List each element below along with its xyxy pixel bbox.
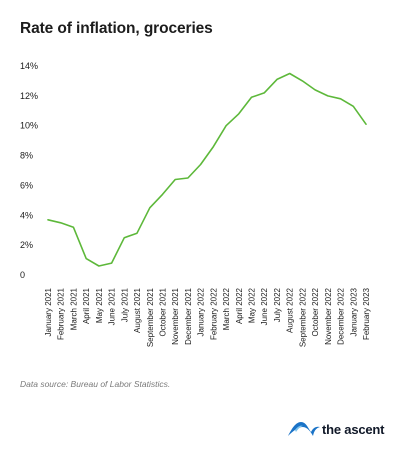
ascent-logo-icon <box>288 422 320 436</box>
x-axis-tick-labels: January 2021 February 2021 March 2021 April… <box>44 287 371 347</box>
x-tick-label: June 2022 <box>260 287 269 325</box>
y-axis-tick-labels: 0 2% 4% 6% 8% 10% 12% 14% <box>20 61 38 280</box>
y-tick-label: 12% <box>20 91 38 101</box>
x-tick-label: February 2023 <box>362 287 371 340</box>
x-tick-label: February 2022 <box>209 287 218 340</box>
x-tick-label: November 2021 <box>171 287 180 344</box>
x-tick-label: August 2022 <box>286 287 295 332</box>
y-tick-label: 0 <box>20 270 25 280</box>
x-tick-label: November 2022 <box>324 287 333 344</box>
x-tick-label: August 2021 <box>133 287 142 332</box>
x-tick-label: June 2021 <box>108 287 117 325</box>
inflation-series-line <box>47 72 367 267</box>
x-tick-label: May 2022 <box>248 287 257 323</box>
x-tick-label: September 2022 <box>298 287 307 347</box>
x-tick-label: September 2021 <box>146 287 155 347</box>
data-source-note: Data source: Bureau of Labor Statistics. <box>20 379 171 389</box>
y-tick-label: 4% <box>20 210 33 220</box>
x-tick-label: December 2021 <box>184 287 193 344</box>
brand-name: the ascent <box>322 421 385 437</box>
x-tick-label: April 2021 <box>82 287 91 324</box>
y-tick-label: 10% <box>20 121 38 131</box>
x-tick-label: October 2022 <box>311 287 320 336</box>
y-tick-label: 8% <box>20 151 33 161</box>
x-tick-label: July 2021 <box>120 287 129 322</box>
x-tick-label: March 2021 <box>69 287 78 330</box>
y-tick-label: 2% <box>20 240 33 250</box>
x-tick-label: October 2021 <box>158 287 167 336</box>
x-tick-label: January 2023 <box>349 287 358 336</box>
x-tick-label: January 2021 <box>44 287 53 336</box>
x-tick-label: March 2022 <box>222 287 231 330</box>
x-tick-label: May 2021 <box>95 287 104 323</box>
x-tick-label: January 2022 <box>197 287 206 336</box>
x-tick-label: February 2021 <box>57 287 66 340</box>
y-tick-label: 14% <box>20 61 38 71</box>
chart-title: Rate of inflation, groceries <box>20 20 213 37</box>
x-tick-label: December 2022 <box>337 287 346 344</box>
y-tick-label: 6% <box>20 180 33 190</box>
x-tick-label: July 2022 <box>273 287 282 322</box>
brand-logo[interactable]: the ascent <box>287 418 385 440</box>
x-tick-label: April 2022 <box>235 287 244 324</box>
